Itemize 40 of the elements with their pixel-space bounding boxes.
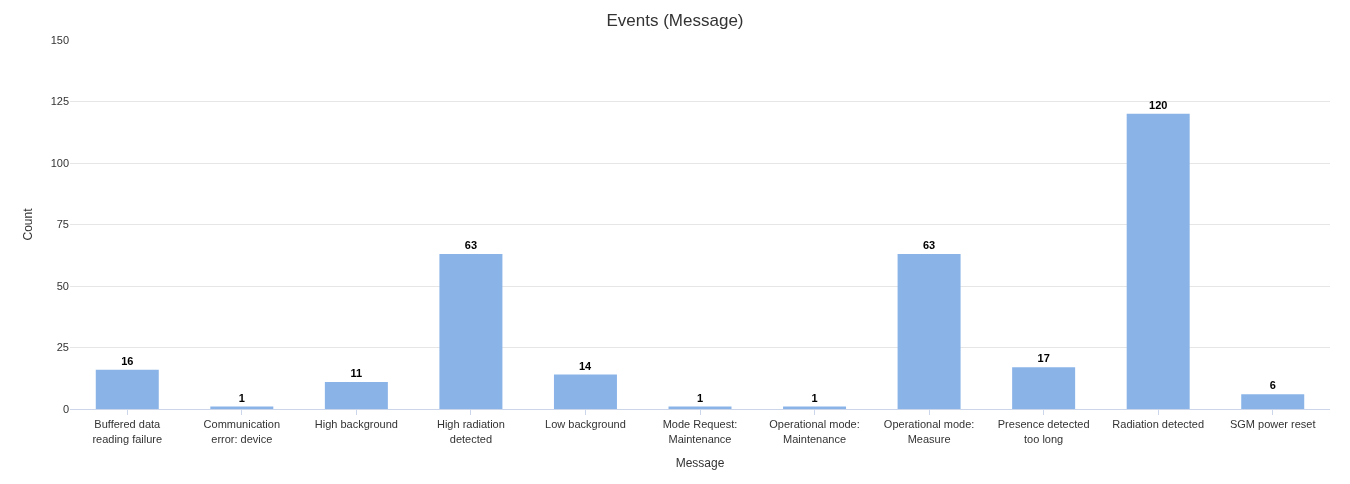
data-label: 1 (696, 391, 704, 404)
y-tick-label: 150 (50, 33, 69, 46)
x-tick-label: Mode Request: Maintenance (662, 418, 738, 445)
bar (1012, 367, 1076, 409)
x-tick-label: High radiation detected (436, 418, 505, 445)
bar (324, 381, 388, 409)
data-label: 14 (578, 359, 593, 372)
data-label: 6 (1269, 379, 1276, 392)
x-tick-label: Operational mode: Measure (883, 418, 975, 445)
bar (439, 254, 503, 409)
x-axis-title: Message (675, 456, 725, 471)
y-axis-title: Count (20, 207, 35, 241)
chart-title: Events (Message) (606, 11, 744, 31)
data-label: 17 (1037, 352, 1050, 365)
x-tick-label: Presence detected too long (997, 418, 1090, 445)
x-tick-label: Buffered data reading failure (92, 418, 163, 445)
data-label: 11 (350, 366, 363, 379)
data-label: 120 (1149, 98, 1168, 111)
y-tick-label: 0 (62, 402, 69, 415)
bar (897, 254, 961, 409)
y-tick-label: 100 (50, 156, 69, 169)
bar (1126, 113, 1190, 409)
y-tick-label: 50 (56, 279, 69, 292)
x-tick-label: High background (314, 418, 398, 431)
bar (553, 374, 617, 409)
data-label: 1 (238, 391, 245, 404)
y-tick-label: 75 (56, 218, 69, 231)
x-tick-label: SGM power reset (1229, 418, 1316, 431)
x-tick-label: Low background (545, 418, 626, 431)
bar (95, 369, 159, 409)
x-tick-label: Communication error: device (203, 418, 281, 445)
bar (1241, 394, 1305, 409)
x-tick-label: Operational mode: Maintenance (769, 418, 860, 445)
y-tick-label: 25 (56, 341, 69, 354)
data-label: 63 (464, 239, 478, 252)
data-label: 63 (922, 239, 936, 252)
x-tick-label: Radiation detected (1112, 418, 1205, 431)
data-label: 16 (121, 354, 134, 367)
y-tick-label: 125 (50, 95, 69, 108)
data-label: 1 (811, 391, 818, 404)
